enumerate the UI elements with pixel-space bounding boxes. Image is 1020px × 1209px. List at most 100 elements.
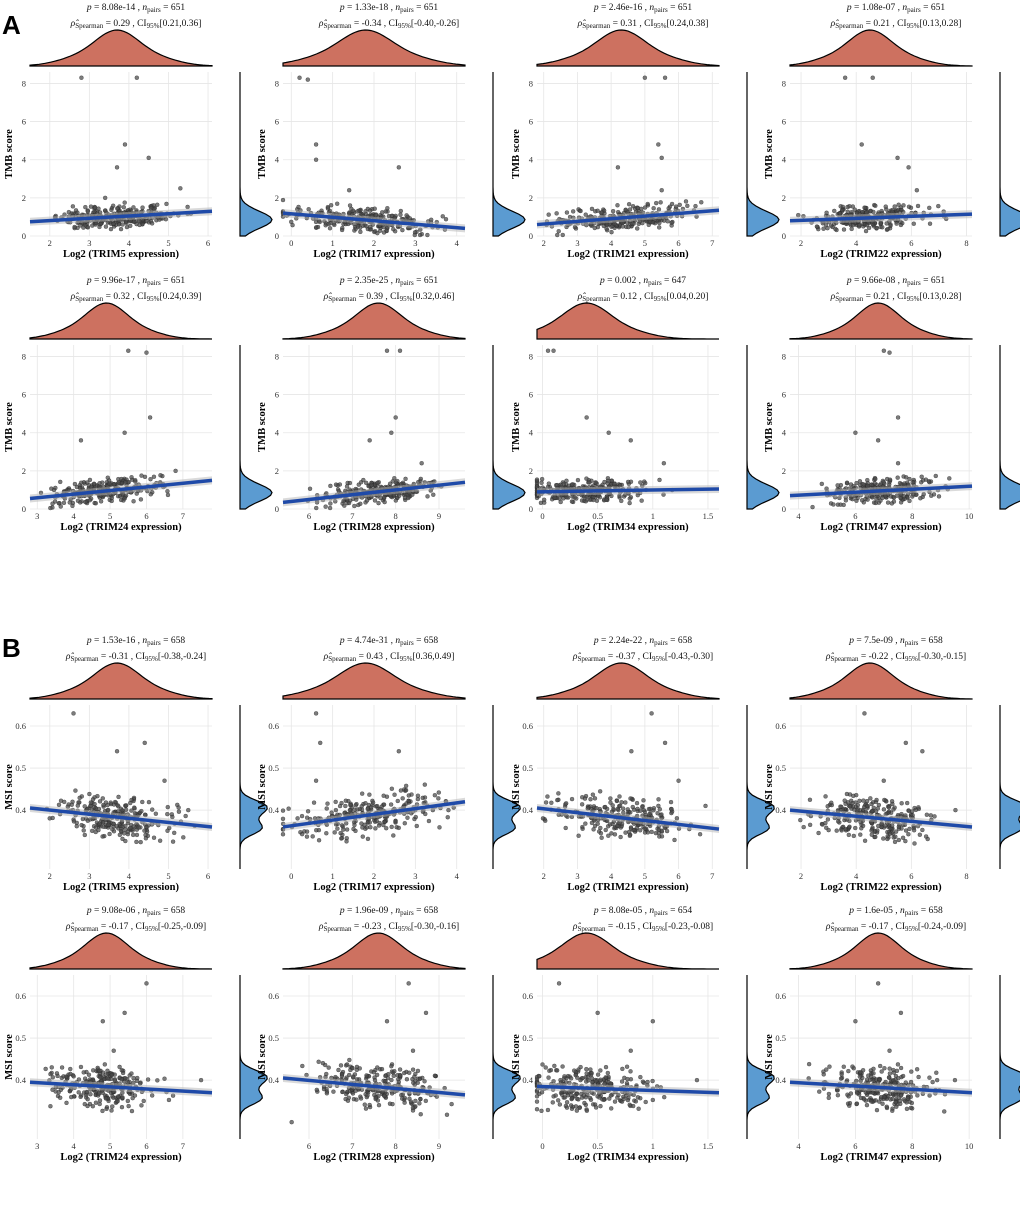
n-sub: pairs (400, 639, 414, 647)
data-point (296, 204, 301, 210)
data-point (555, 797, 560, 803)
y-tick-label: 0.5 (15, 763, 26, 773)
data-point (406, 495, 411, 501)
data-point (51, 487, 57, 493)
data-point (661, 461, 666, 466)
data-point (942, 1109, 947, 1114)
data-point (582, 1100, 587, 1106)
data-point (659, 834, 665, 839)
data-point (363, 801, 368, 806)
data-point (364, 498, 370, 503)
data-point (576, 1067, 581, 1072)
data-point (553, 1093, 558, 1098)
x-density (536, 302, 719, 340)
data-point (398, 208, 403, 214)
data-point (367, 1102, 372, 1108)
data-point (50, 815, 55, 821)
data-point (901, 1097, 907, 1102)
ci-value: [0.24,0.39] (159, 292, 201, 302)
ci-label: , CI (130, 19, 147, 29)
data-point (572, 1068, 577, 1073)
data-point (388, 802, 394, 807)
data-point (69, 1094, 74, 1100)
data-point (662, 75, 668, 80)
data-point (339, 227, 345, 233)
data-point (348, 802, 353, 808)
data-point (807, 822, 813, 827)
x-tick-label: 6 (676, 238, 680, 248)
x-density (282, 29, 466, 67)
data-point (933, 473, 938, 479)
data-point (588, 1097, 594, 1102)
y-tick-label: 0.5 (775, 1033, 786, 1043)
data-point (831, 502, 836, 507)
data-point (429, 217, 434, 222)
data-point (181, 835, 186, 840)
data-point (115, 206, 120, 211)
data-point (640, 804, 645, 810)
data-point (149, 206, 154, 211)
data-point (97, 799, 103, 804)
data-point (873, 834, 878, 840)
data-point (857, 1074, 863, 1079)
data-point (897, 1098, 903, 1103)
data-point (881, 778, 886, 783)
p-eq: = (92, 906, 102, 916)
data-point (627, 500, 632, 506)
data-point (380, 210, 385, 215)
data-point (918, 496, 923, 501)
data-point (422, 782, 427, 787)
data-point (112, 1078, 117, 1083)
data-point (410, 1067, 416, 1072)
ci-value: [-0.38,-0.24] (158, 652, 206, 662)
data-point (656, 207, 662, 212)
data-point (628, 796, 633, 801)
stat-line-2: ρ̂Spearman = 0.29 , CI95%[0.21,0.36] (70, 18, 202, 30)
x-tick-label: 1.5 (703, 1141, 714, 1151)
data-point (886, 1093, 891, 1099)
data-point (570, 482, 575, 487)
rho-value: -0.31 (109, 652, 129, 662)
data-point (617, 794, 622, 799)
data-point (393, 498, 398, 503)
data-point (896, 202, 901, 207)
data-point (665, 219, 670, 224)
data-point (603, 827, 608, 833)
data-point (123, 480, 128, 485)
data-point (635, 205, 641, 211)
data-point (392, 792, 397, 797)
data-point (347, 480, 353, 486)
x-tick-label: 7 (350, 1141, 354, 1151)
data-point (583, 212, 588, 217)
x-tick-label: 5 (166, 871, 170, 881)
data-point (887, 1066, 892, 1071)
data-point (844, 480, 850, 485)
data-point (339, 823, 345, 828)
stat-line-1: p = 2.46e-16 , npairs = 651 (593, 3, 692, 14)
data-point (823, 794, 828, 799)
data-point (440, 214, 445, 219)
data-point (669, 807, 674, 812)
data-point (134, 75, 139, 80)
data-point (907, 826, 912, 831)
data-point (604, 226, 609, 231)
data-point (879, 822, 884, 827)
x-tick-label: 4 (127, 871, 132, 881)
data-point (410, 1048, 416, 1053)
data-point (85, 1103, 90, 1109)
data-point (114, 824, 119, 829)
rho-eq: = (351, 19, 361, 29)
data-point (321, 1086, 327, 1092)
data-point (703, 803, 708, 809)
data-point (108, 1076, 114, 1081)
rho-sub: Spearman (70, 925, 98, 933)
data-point (910, 480, 915, 485)
y-axis-label: MSI score (764, 1034, 775, 1080)
data-point (372, 498, 378, 503)
data-point (76, 1090, 81, 1095)
x-axis-label: Log2 (TRIM22 expression) (820, 882, 942, 893)
ci-label: , CI (381, 19, 398, 29)
data-point (824, 210, 829, 215)
